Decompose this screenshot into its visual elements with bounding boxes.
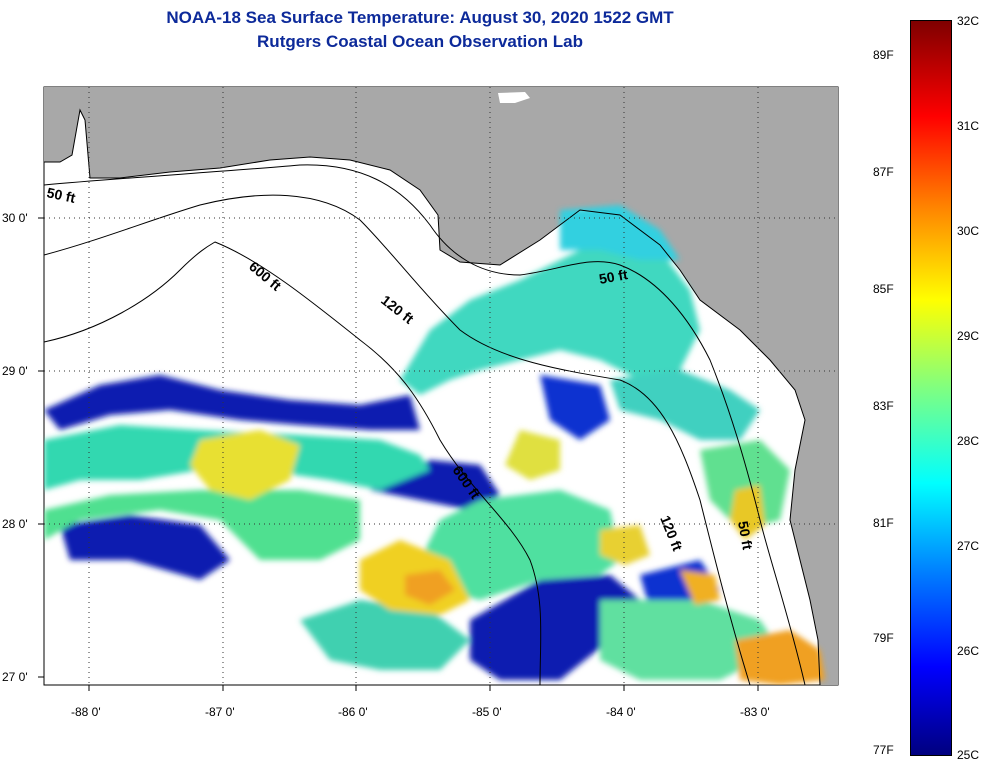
land-mass [44, 87, 838, 685]
sst-data [44, 205, 825, 685]
colorbar-label-f: 85F [873, 282, 894, 296]
colorbar-label-c: 28C [957, 434, 980, 448]
longitude-label: -86 0' [338, 705, 368, 719]
colorbar-label-f: 89F [873, 48, 894, 62]
contour-label: 50 ft [45, 184, 77, 206]
colorbar-label-f: 87F [873, 165, 894, 179]
colorbar-label-f: 83F [873, 399, 894, 413]
longitude-label: -88 0' [71, 705, 101, 719]
coastline [44, 108, 821, 685]
colorbar-label-c: 27C [957, 539, 980, 553]
latitude-label: 29 0' [2, 364, 28, 378]
axis-ticks [38, 217, 759, 691]
contour-50ft [44, 164, 806, 685]
contour-600ft [44, 241, 542, 685]
longitude-label: -87 0' [205, 705, 235, 719]
longitude-label: -83 0' [740, 705, 770, 719]
latitude-label: 30 0' [2, 211, 28, 225]
longitude-label: -84 0' [606, 705, 636, 719]
colorbar-label-c: 25C [957, 748, 980, 762]
longitude-label: -85 0' [472, 705, 502, 719]
colorbar-label-f: 79F [873, 631, 894, 645]
contour-120ft [44, 194, 751, 685]
temperature-colorbar [910, 20, 952, 756]
map-title: NOAA-18 Sea Surface Temperature: August … [166, 8, 674, 27]
colorbar-label-f: 81F [873, 516, 894, 530]
map-subtitle: Rutgers Coastal Ocean Observation Lab [257, 32, 583, 51]
island [498, 92, 530, 103]
contour-label: 50 ft [598, 266, 629, 287]
contour-label: 50 ft [735, 520, 756, 551]
latitude-label: 27 0' [2, 670, 28, 684]
colorbar-label-f: 77F [873, 743, 894, 757]
colorbar-label-c: 26C [957, 644, 980, 658]
colorbar-label-c: 29C [957, 329, 980, 343]
colorbar-label-c: 32C [957, 14, 980, 28]
colorbar-label-c: 31C [957, 119, 980, 133]
latitude-label: 28 0' [2, 517, 28, 531]
colorbar-label-c: 30C [957, 224, 980, 238]
